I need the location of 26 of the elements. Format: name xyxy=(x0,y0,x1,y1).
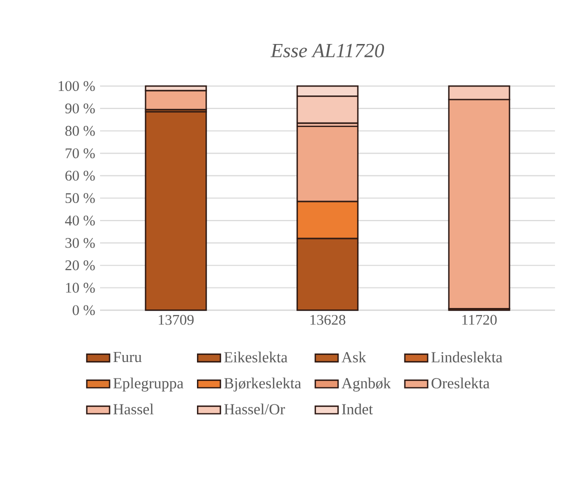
chart-title: Esse AL11720 xyxy=(270,44,384,58)
legend-label: Eplegruppa xyxy=(113,378,184,392)
legend-label: Agnbøk xyxy=(342,378,391,392)
x-tick-label: 11720 xyxy=(462,315,497,325)
legend-label: Ask xyxy=(342,352,366,363)
legend-label: Eikeslekta xyxy=(224,352,288,363)
y-tick-label: 60 % xyxy=(65,170,95,181)
y-tick-label: 0 % xyxy=(72,305,95,316)
y-tick-label: 50 % xyxy=(66,193,95,204)
legend-label: Hassel xyxy=(113,404,154,415)
y-tick-label: 90 % xyxy=(65,104,95,114)
x-tick-label: 13709 xyxy=(158,315,194,325)
y-tick-label: 10 % xyxy=(66,282,95,293)
legend-label: Hassel/Or xyxy=(224,404,285,415)
y-tick-label: 30 % xyxy=(65,238,95,248)
y-tick-label: 40 % xyxy=(65,216,95,226)
x-tick-label: 13628 xyxy=(310,315,346,325)
legend-label: Lindeslekta xyxy=(431,352,502,363)
legend-label: Oreslekta xyxy=(432,378,490,389)
legend-label: Bjørkeslekta xyxy=(224,378,302,392)
y-tick-label: 70 % xyxy=(66,148,95,158)
y-tick-label: 20 % xyxy=(65,260,95,271)
y-tick-label: 100 % xyxy=(58,81,95,92)
legend-label: Furu xyxy=(113,352,142,362)
legend-label: Indet xyxy=(342,404,373,415)
y-tick-label: 80 % xyxy=(65,126,95,136)
